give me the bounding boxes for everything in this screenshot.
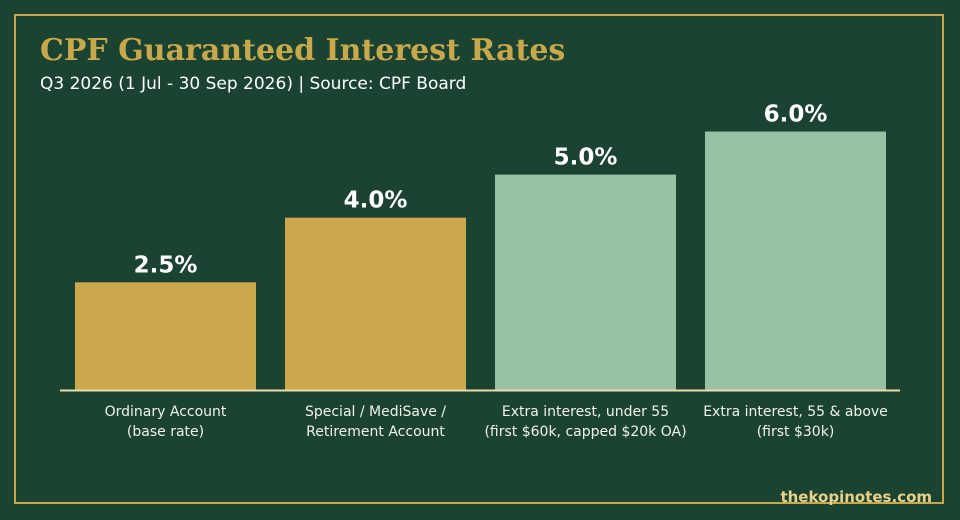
chart-title: CPF Guaranteed Interest Rates bbox=[40, 33, 566, 68]
bar-1 bbox=[75, 282, 256, 390]
bar-value-label: 2.5% bbox=[134, 252, 198, 278]
site-watermark: thekopinotes.com bbox=[780, 488, 932, 506]
category-label: Ordinary Account (base rate) bbox=[105, 404, 227, 440]
bar-value-label: 4.0% bbox=[344, 188, 408, 214]
bar-4 bbox=[705, 131, 886, 391]
chart-frame bbox=[14, 14, 944, 504]
chart-subtitle: Q3 2026 (1 Jul - 30 Sep 2026) | Source: … bbox=[40, 74, 467, 94]
category-label: Extra interest, under 55 (first $60k, cap… bbox=[484, 404, 686, 440]
category-label: Extra interest, 55 & above (first $30k) bbox=[703, 404, 888, 440]
category-label: Special / MediSave / Retirement Account bbox=[305, 404, 446, 440]
bar-3 bbox=[495, 174, 676, 390]
bar-2 bbox=[285, 217, 466, 390]
bar-value-label: 5.0% bbox=[554, 145, 618, 171]
bar-value-label: 6.0% bbox=[764, 102, 828, 128]
